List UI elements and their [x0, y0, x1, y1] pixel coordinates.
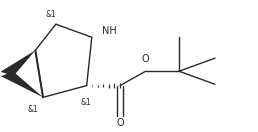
Text: O: O	[142, 55, 149, 64]
Text: &1: &1	[45, 10, 56, 19]
Text: NH: NH	[102, 26, 117, 36]
Text: &1: &1	[80, 98, 91, 107]
Polygon shape	[1, 71, 43, 97]
Text: O: O	[116, 118, 124, 128]
Text: &1: &1	[27, 105, 38, 114]
Polygon shape	[1, 50, 35, 76]
